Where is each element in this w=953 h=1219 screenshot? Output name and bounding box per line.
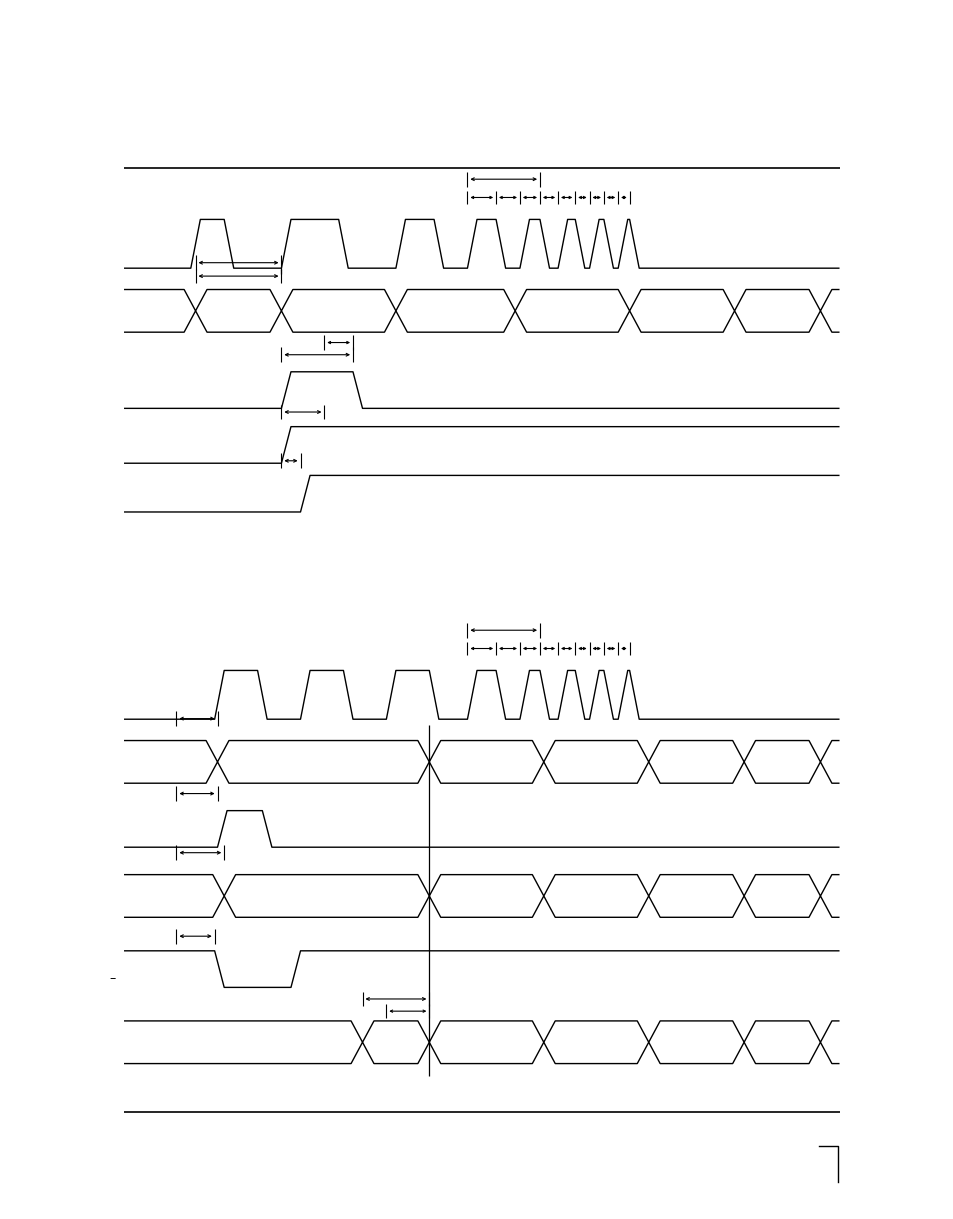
- Text: –: –: [110, 973, 115, 985]
